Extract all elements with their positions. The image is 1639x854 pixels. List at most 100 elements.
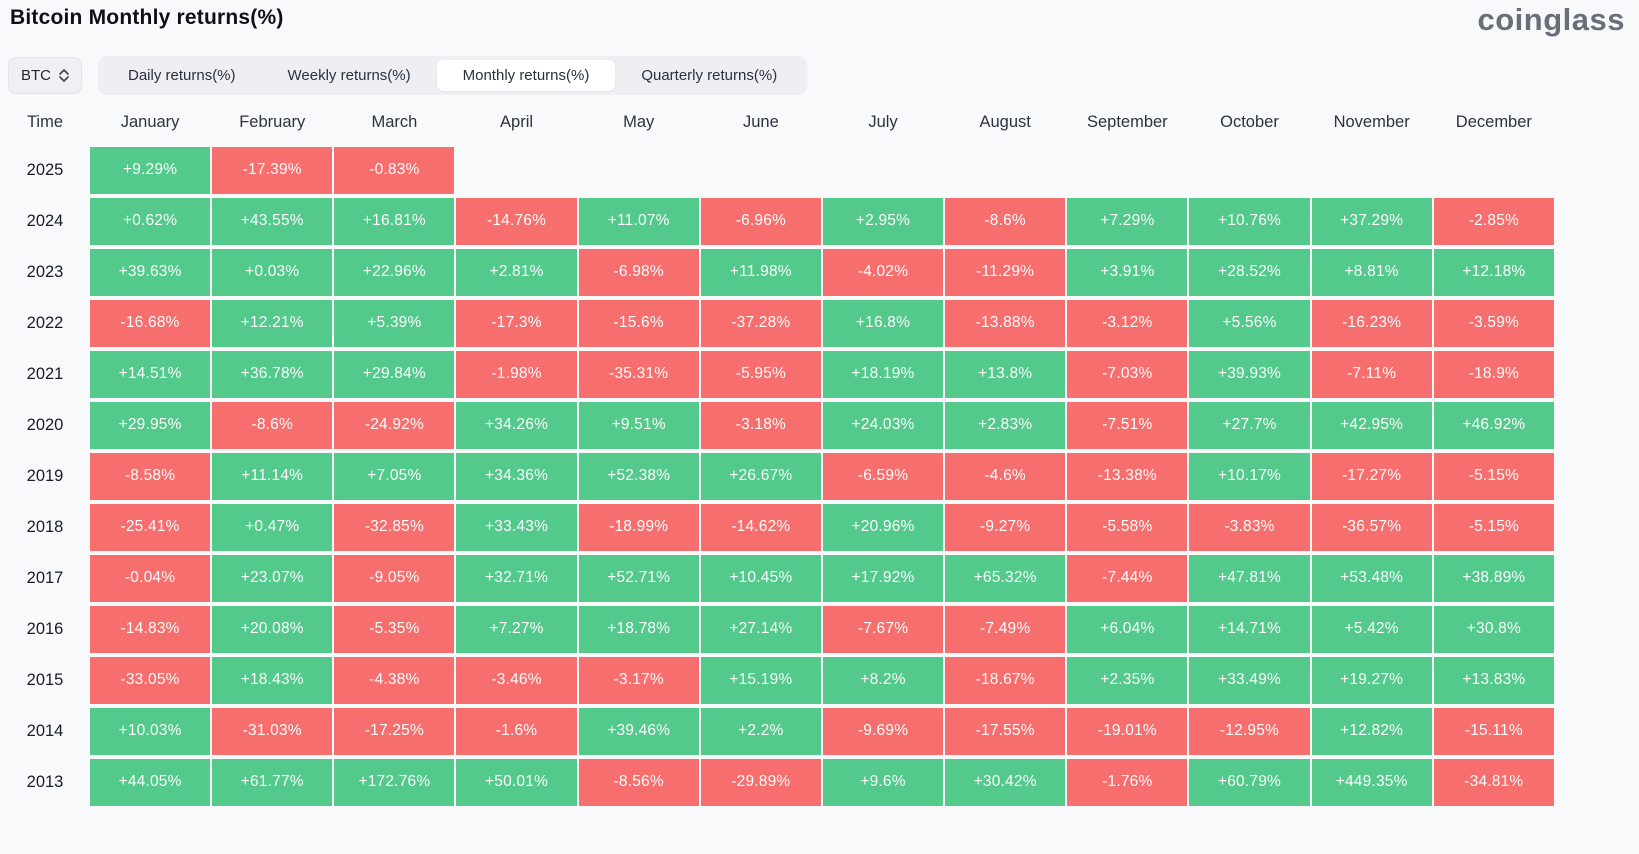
return-cell [701, 147, 821, 194]
column-header-july: July [868, 113, 898, 132]
return-cell: +37.29% [1311, 197, 1432, 245]
return-cell: -7.67% [822, 605, 944, 653]
return-cell: +5.42% [1311, 605, 1432, 653]
return-cell [823, 147, 943, 194]
return-cell: +53.48% [1311, 554, 1432, 602]
return-cell: -17.55% [945, 707, 1066, 755]
return-cell: +60.79% [1189, 758, 1310, 806]
return-cell: -5.95% [700, 350, 821, 398]
symbol-select[interactable]: BTC [8, 56, 82, 94]
return-cell: -7.49% [945, 605, 1066, 653]
return-cell: +30.8% [1433, 605, 1554, 653]
return-cell [1189, 147, 1309, 194]
return-cell: -12.95% [1189, 707, 1310, 755]
return-cell: -2.85% [1433, 197, 1554, 245]
return-cell: +12.21% [212, 299, 333, 347]
return-cell: -13.88% [945, 299, 1066, 347]
year-label: 2020 [26, 415, 64, 434]
return-cell: +14.51% [90, 350, 211, 398]
table-row: 2021 +14.51% +36.78% +29.84% -1.98% -35.31% -5… [2, 350, 1554, 398]
return-cell: -36.57% [1311, 503, 1432, 551]
return-cell: +10.45% [700, 554, 821, 602]
return-cell: +2.2% [700, 707, 821, 755]
return-cell: +18.19% [822, 350, 944, 398]
return-cell: +17.92% [822, 554, 944, 602]
return-cell: +33.49% [1189, 656, 1310, 704]
return-cell: +2.35% [1067, 656, 1188, 704]
return-cell: +46.92% [1433, 401, 1554, 449]
return-cell: -25.41% [90, 503, 211, 551]
year-label: 2013 [26, 772, 64, 791]
return-cell: -9.05% [334, 554, 455, 602]
return-cell: +0.03% [212, 248, 333, 296]
return-cell: -1.98% [456, 350, 577, 398]
tab-monthly-returns[interactable]: Monthly returns(%) [436, 59, 616, 91]
return-cell: -3.12% [1067, 299, 1188, 347]
year-label: 2015 [26, 670, 64, 689]
year-label: 2014 [26, 721, 64, 740]
year-label: 2023 [26, 262, 64, 281]
return-cell: +12.82% [1311, 707, 1432, 755]
return-cell: -14.62% [700, 503, 821, 551]
chevron-updown-icon [59, 69, 69, 82]
return-cell: +39.46% [578, 707, 699, 755]
year-label: 2022 [26, 313, 64, 332]
returns-tab-bar: Daily returns(%) Weekly returns(%) Monthly… [98, 55, 808, 95]
return-cell: +449.35% [1311, 758, 1432, 806]
return-cell: +65.32% [945, 554, 1066, 602]
tab-weekly-returns[interactable]: Weekly returns(%) [287, 66, 411, 84]
return-cell: +8.81% [1311, 248, 1432, 296]
table-row: 2018 -25.41% +0.47% -32.85% +33.43% -18.99% -1… [2, 503, 1554, 551]
return-cell: -3.46% [456, 656, 577, 704]
return-cell: -9.27% [945, 503, 1066, 551]
return-cell: -7.11% [1311, 350, 1432, 398]
return-cell: -7.03% [1067, 350, 1188, 398]
controls-row: BTC Daily returns(%) Weekly returns(%) Mon… [8, 55, 1639, 95]
return-cell: +10.03% [90, 707, 211, 755]
return-cell: -5.15% [1433, 503, 1554, 551]
return-cell: +27.14% [700, 605, 821, 653]
return-cell: -17.27% [1311, 452, 1432, 500]
tab-quarterly-returns[interactable]: Quarterly returns(%) [641, 66, 778, 84]
return-cell: +29.84% [334, 350, 455, 398]
return-cell: +27.7% [1189, 401, 1310, 449]
return-cell: -35.31% [578, 350, 699, 398]
return-cell: -4.38% [334, 656, 455, 704]
return-cell: +39.93% [1189, 350, 1310, 398]
return-cell: +30.42% [945, 758, 1066, 806]
return-cell: -16.68% [90, 299, 211, 347]
column-header-june: June [742, 113, 779, 132]
return-cell: -0.83% [334, 146, 455, 194]
return-cell [579, 147, 699, 194]
table-row: 2014 +10.03% -31.03% -17.25% -1.6% +39.46% +2.… [2, 707, 1554, 755]
return-cell: -3.83% [1189, 503, 1310, 551]
return-cell: +0.62% [90, 197, 211, 245]
return-cell [1067, 147, 1187, 194]
return-cell [456, 147, 576, 194]
return-cell: -5.35% [334, 605, 455, 653]
year-label: 2017 [26, 568, 64, 587]
return-cell: -32.85% [334, 503, 455, 551]
tab-daily-returns[interactable]: Daily returns(%) [128, 66, 236, 84]
return-cell: -4.6% [945, 452, 1066, 500]
return-cell: -8.6% [212, 401, 333, 449]
return-cell: -31.03% [212, 707, 333, 755]
column-header-august: August [979, 113, 1031, 132]
year-label: 2018 [26, 517, 64, 536]
table-row: 2015 -33.05% +18.43% -4.38% -3.46% -3.17% +15.… [2, 656, 1554, 704]
return-cell: -1.76% [1067, 758, 1188, 806]
table-row: 2024 +0.62% +43.55% +16.81% -14.76% +11.07% -6… [2, 197, 1554, 245]
year-label: 2016 [26, 619, 64, 638]
return-cell: +18.43% [212, 656, 333, 704]
return-cell: -7.51% [1067, 401, 1188, 449]
return-cell: -8.56% [578, 758, 699, 806]
return-cell [1312, 147, 1432, 194]
return-cell: +19.27% [1311, 656, 1432, 704]
column-header-november: November [1333, 113, 1410, 132]
return-cell: +44.05% [90, 758, 211, 806]
table-row: 2025 +9.29% -17.39% -0.83% [2, 146, 1554, 194]
return-cell: +16.8% [822, 299, 944, 347]
return-cell: -33.05% [90, 656, 211, 704]
column-header-march: March [371, 113, 418, 132]
return-cell: +13.8% [945, 350, 1066, 398]
